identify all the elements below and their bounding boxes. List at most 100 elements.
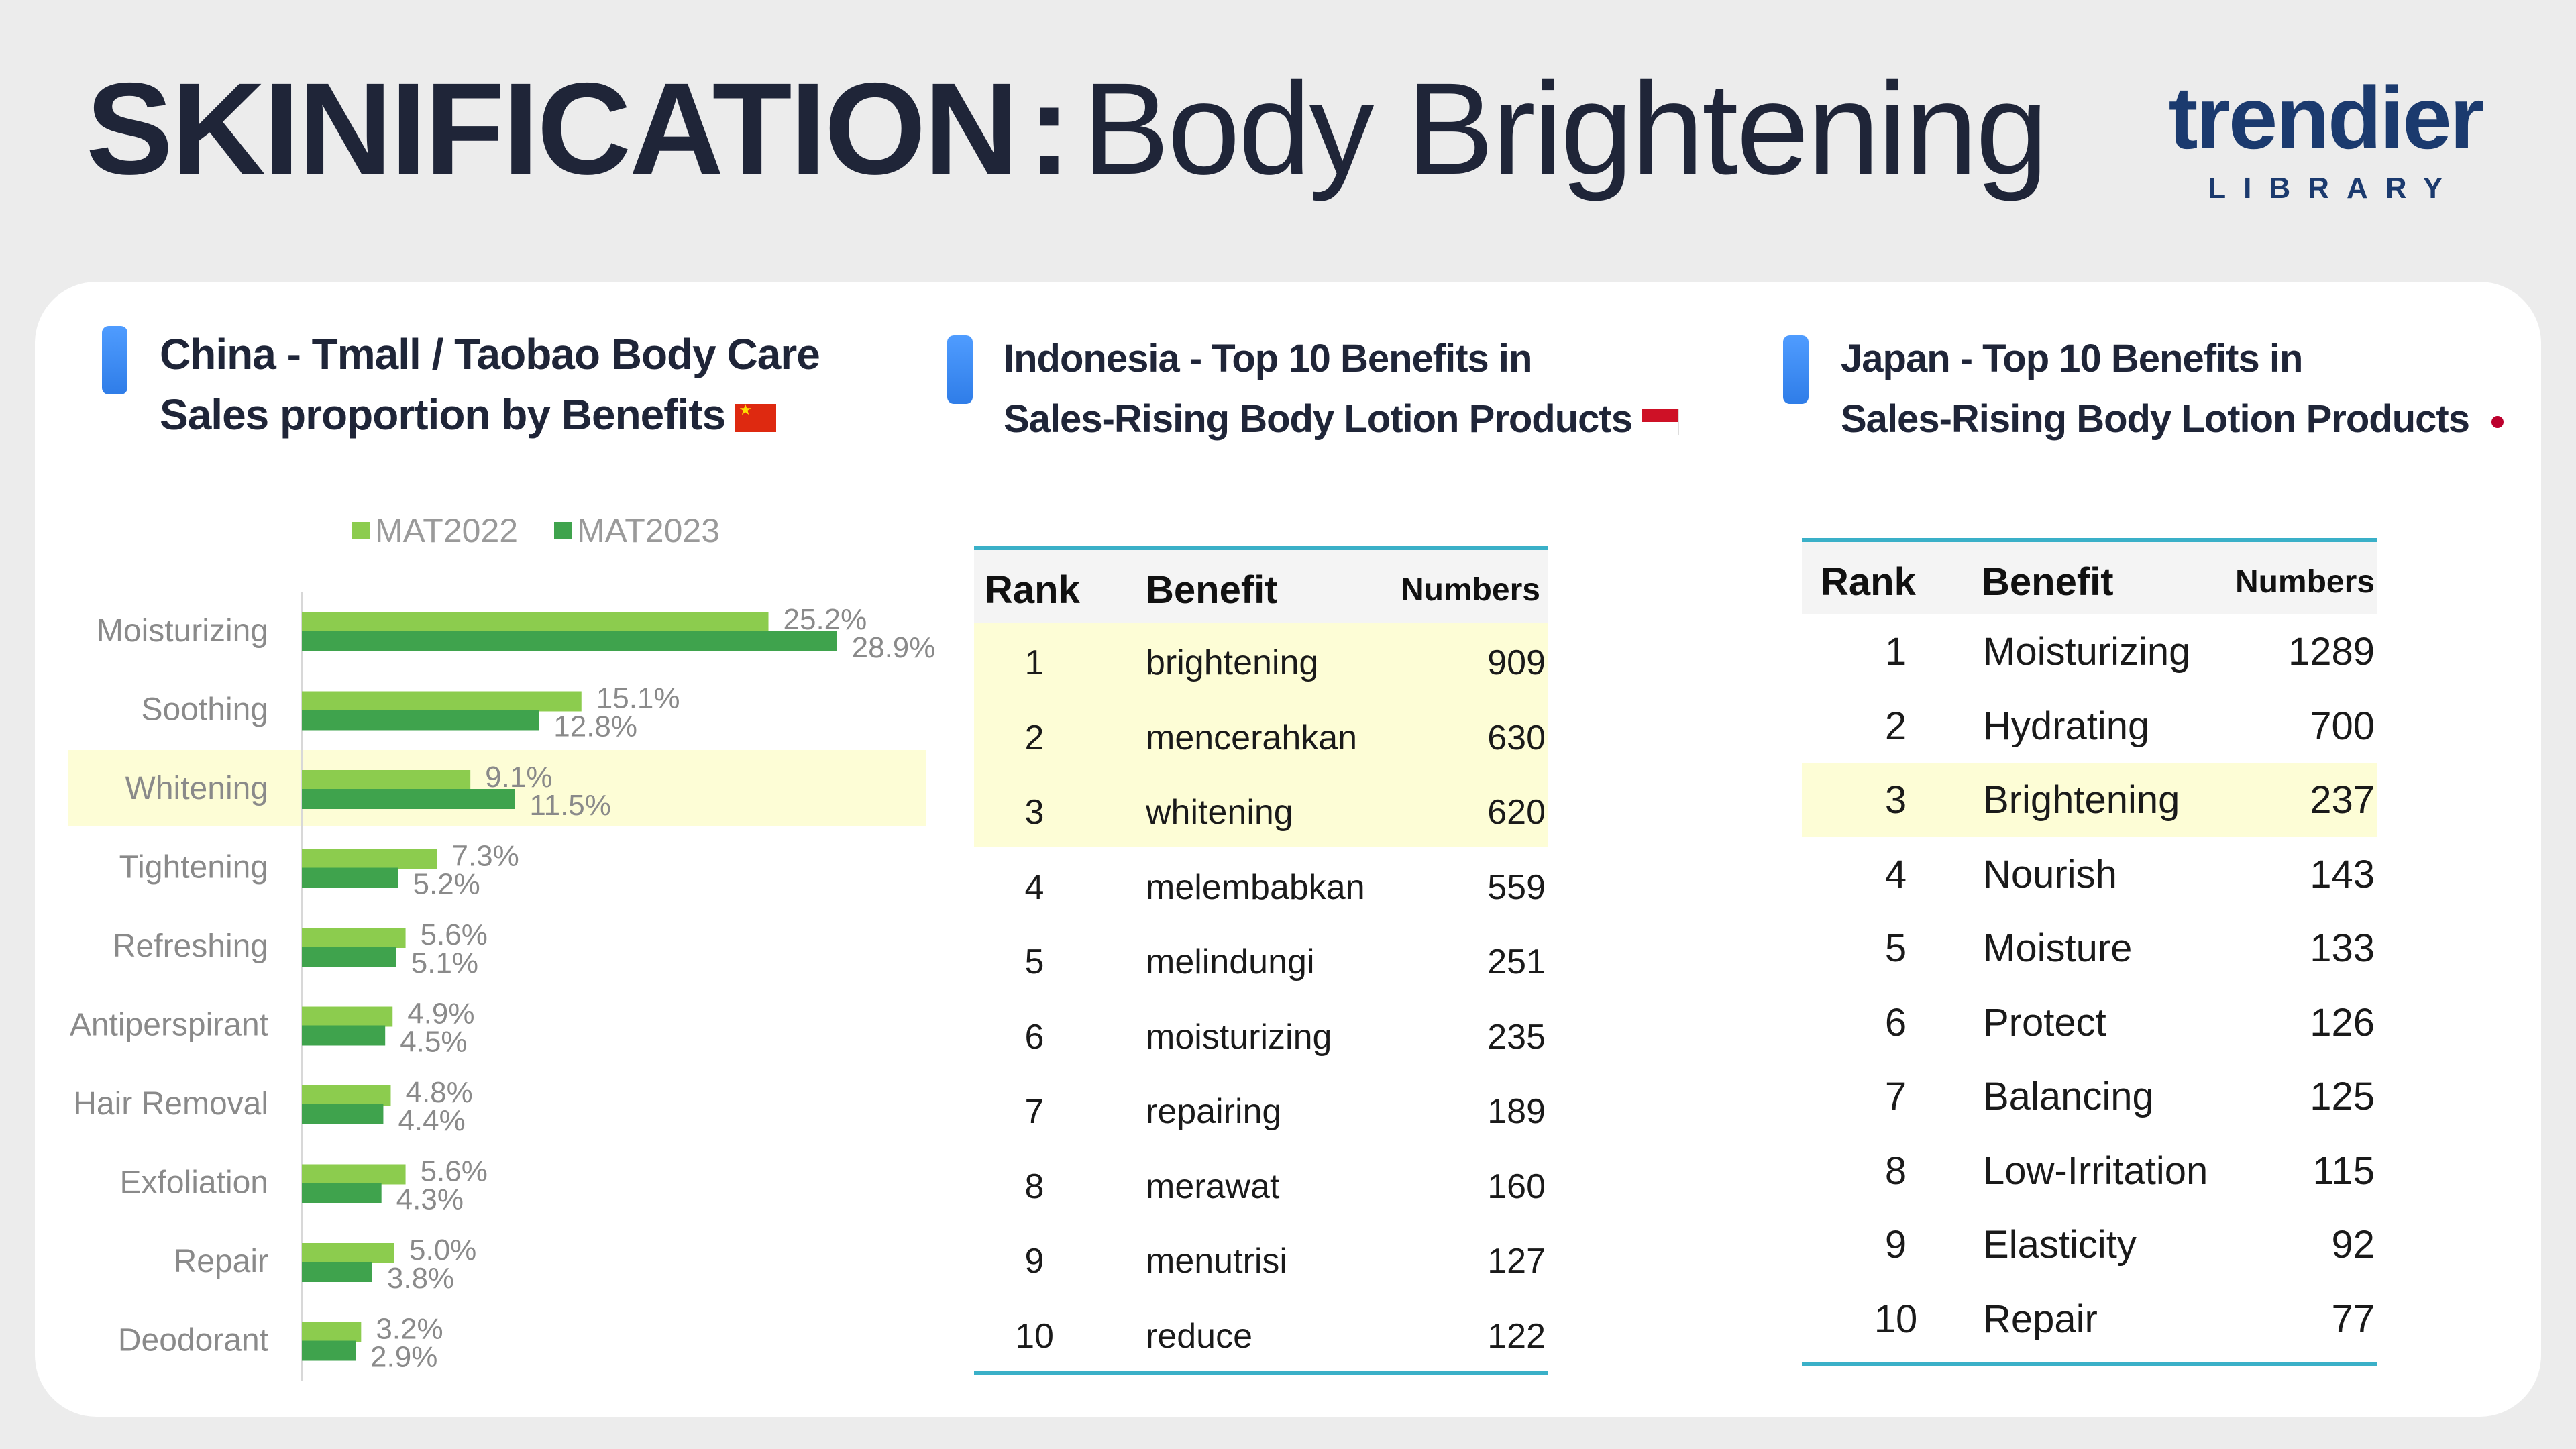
japan-table-bottom-rule [1802, 1362, 2377, 1366]
japan-rank-cell: 2 [1884, 704, 1907, 748]
category-label-deodorant: Deodorant [118, 1323, 268, 1358]
japan-rank-cell: 9 [1884, 1223, 1907, 1267]
indonesia-table-top-rule [974, 546, 1548, 550]
japan-benefit-cell: Elasticity [1983, 1223, 2137, 1267]
indonesia-benefit-cell: brightening [1146, 643, 1319, 682]
indonesia-rank-cell: 3 [1024, 793, 1044, 832]
category-label-hair-removal: Hair Removal [73, 1086, 268, 1122]
china-title-line2: Sales proportion by Benefits [160, 390, 726, 439]
bar-mat2023-repair [302, 1262, 372, 1282]
data-label-mat2023-hair-removal: 4.4% [398, 1104, 465, 1137]
japan-header-numbers: Numbers [2235, 564, 2375, 600]
data-label-mat2023-antiperspirant: 4.5% [400, 1026, 467, 1059]
japan-benefit-cell: Protect [1983, 1000, 2106, 1044]
indonesia-header-rank: Rank [985, 568, 1080, 612]
table-row: 2 Hydrating 700 [1802, 689, 2377, 763]
japan-benefit-cell: Nourish [1983, 852, 2117, 896]
highlight-band-whitening [68, 750, 926, 826]
bar-mat2022-exfoliation [302, 1164, 406, 1185]
title-colon: : [1027, 56, 1071, 202]
page-title: SKINIFICATION: Body Brightening [86, 64, 2048, 195]
japan-numbers-cell: 126 [2310, 1000, 2375, 1044]
indonesia-benefit-cell: menutrisi [1146, 1242, 1287, 1281]
japan-header-rank: Rank [1821, 560, 1916, 604]
china-title-line1: China - Tmall / Taobao Body Care [160, 330, 820, 378]
japan-numbers-cell: 237 [2310, 778, 2375, 822]
china-flag-icon [735, 402, 777, 433]
logo-sub: LIBRARY [2208, 172, 2461, 205]
indonesia-rank-cell: 5 [1024, 943, 1044, 981]
indonesia-rank-cell: 8 [1024, 1167, 1044, 1206]
bar-mat2023-exfoliation [302, 1183, 382, 1203]
table-row: 10 reduce 122 [974, 1296, 1548, 1371]
indonesia-numbers-cell: 620 [1487, 793, 1546, 832]
title-light: Body Brightening [1082, 56, 2048, 202]
bar-mat2022-moisturizing [302, 612, 769, 633]
japan-numbers-cell: 125 [2310, 1075, 2375, 1118]
bar-mat2023-soothing [302, 710, 539, 731]
data-label-mat2023-moisturizing: 28.9% [852, 631, 936, 664]
japan-flag-icon [2478, 408, 2516, 435]
bar-mat2022-tightening [302, 849, 437, 869]
data-label-mat2022-soothing: 15.1% [596, 682, 680, 715]
category-label-repair: Repair [174, 1244, 268, 1279]
content-card [35, 282, 2541, 1417]
japan-benefit-cell: Hydrating [1983, 704, 2150, 748]
data-label-mat2023-exfoliation: 4.3% [396, 1183, 464, 1216]
indonesia-benefit-cell: moisturizing [1146, 1017, 1332, 1057]
bar-mat2023-refreshing [302, 947, 396, 967]
table-row: 3 Brightening 237 [1802, 763, 2377, 837]
indonesia-rank-cell: 1 [1024, 643, 1044, 682]
bar-mat2023-whitening [302, 789, 515, 809]
bar-mat2022-whitening [302, 770, 471, 790]
japan-benefit-cell: Balancing [1983, 1075, 2154, 1118]
legend-item-mat2023: MAT2023 [553, 512, 720, 549]
indonesia-rank-cell: 10 [1015, 1316, 1054, 1356]
category-label-exfoliation: Exfoliation [120, 1165, 268, 1201]
japan-numbers-cell: 77 [2331, 1297, 2375, 1341]
japan-numbers-cell: 92 [2331, 1223, 2375, 1267]
japan-rank-cell: 6 [1884, 1000, 1907, 1044]
data-label-mat2022-antiperspirant: 4.9% [407, 998, 474, 1030]
indonesia-numbers-cell: 630 [1487, 718, 1546, 757]
japan-benefit-cell: Moisturizing [1983, 630, 2191, 674]
bar-mat2023-moisturizing [302, 631, 837, 651]
data-label-mat2022-refreshing: 5.6% [421, 918, 488, 951]
indonesia-numbers-cell: 235 [1487, 1017, 1546, 1057]
indonesia-benefit-cell: merawat [1146, 1167, 1280, 1206]
japan-benefit-cell: Moisture [1983, 926, 2133, 970]
table-row: 8 merawat 160 [974, 1146, 1548, 1222]
japan-rank-cell: 4 [1884, 852, 1907, 896]
table-row: 7 Balancing 125 [1802, 1059, 2377, 1134]
japan-title-line1: Japan - Top 10 Benefits in [1841, 337, 2303, 380]
japan-rank-cell: 3 [1884, 778, 1907, 822]
indonesia-benefit-cell: melembabkan [1146, 867, 1365, 907]
japan-rank-cell: 8 [1884, 1148, 1907, 1193]
indonesia-numbers-cell: 160 [1487, 1167, 1546, 1206]
legend-label-mat2023: MAT2023 [576, 512, 720, 549]
indonesia-rank-cell: 9 [1024, 1242, 1044, 1281]
indonesia-benefit-cell: repairing [1146, 1092, 1282, 1131]
indonesia-numbers-cell: 122 [1487, 1316, 1546, 1356]
indonesia-benefit-cell: mencerahkan [1146, 718, 1358, 757]
bar-mat2022-antiperspirant [302, 1006, 393, 1027]
category-label-soothing: Soothing [142, 692, 269, 728]
indonesia-numbers-cell: 251 [1487, 943, 1546, 981]
japan-rank-cell: 7 [1884, 1075, 1907, 1118]
indonesia-numbers-cell: 189 [1487, 1092, 1546, 1131]
japan-accent-bar [1783, 335, 1809, 404]
japan-numbers-cell: 700 [2310, 704, 2375, 748]
japan-numbers-cell: 115 [2312, 1148, 2375, 1193]
indonesia-benefit-cell: reduce [1146, 1316, 1252, 1356]
table-row: 1 brightening 909 [974, 623, 1548, 698]
table-row: 6 moisturizing 235 [974, 997, 1548, 1072]
bar-mat2022-hair-removal [302, 1085, 391, 1106]
category-label-moisturizing: Moisturizing [97, 613, 268, 649]
japan-table-header: Rank Benefit Numbers [1802, 542, 2377, 614]
data-label-mat2023-repair: 3.8% [387, 1262, 454, 1295]
japan-benefit-cell: Low-Irritation [1983, 1148, 2208, 1193]
japan-benefit-cell: Brightening [1983, 778, 2180, 822]
japan-numbers-cell: 133 [2310, 926, 2375, 970]
data-label-mat2023-tightening: 5.2% [413, 868, 480, 901]
